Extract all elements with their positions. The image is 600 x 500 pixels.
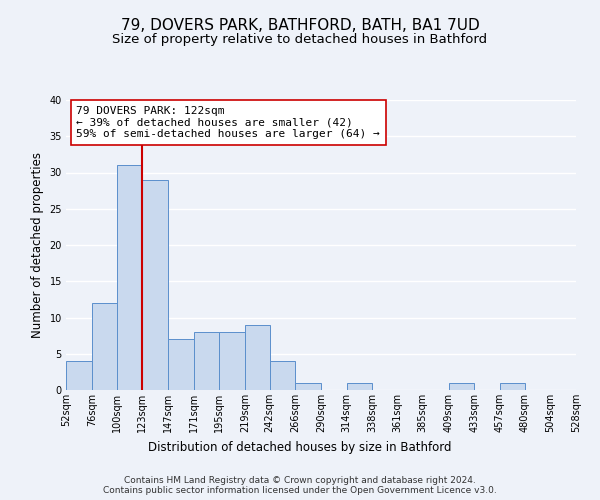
Text: 79, DOVERS PARK, BATHFORD, BATH, BA1 7UD: 79, DOVERS PARK, BATHFORD, BATH, BA1 7UD [121, 18, 479, 32]
Text: Size of property relative to detached houses in Bathford: Size of property relative to detached ho… [112, 32, 488, 46]
Bar [118, 165, 142, 390]
Bar [269, 361, 295, 390]
Bar [193, 332, 219, 390]
Bar [449, 383, 474, 390]
Text: 79 DOVERS PARK: 122sqm
← 39% of detached houses are smaller (42)
59% of semi-det: 79 DOVERS PARK: 122sqm ← 39% of detached… [76, 106, 380, 139]
Bar [168, 339, 193, 390]
Bar [245, 325, 269, 390]
Bar [500, 383, 524, 390]
Bar [576, 383, 600, 390]
Text: Distribution of detached houses by size in Bathford: Distribution of detached houses by size … [148, 441, 452, 454]
Bar [66, 361, 92, 390]
Bar [219, 332, 245, 390]
Bar [92, 303, 118, 390]
Text: Contains HM Land Registry data © Crown copyright and database right 2024.
Contai: Contains HM Land Registry data © Crown c… [103, 476, 497, 495]
Bar [295, 383, 321, 390]
Bar [347, 383, 373, 390]
Y-axis label: Number of detached properties: Number of detached properties [31, 152, 44, 338]
Bar [142, 180, 168, 390]
